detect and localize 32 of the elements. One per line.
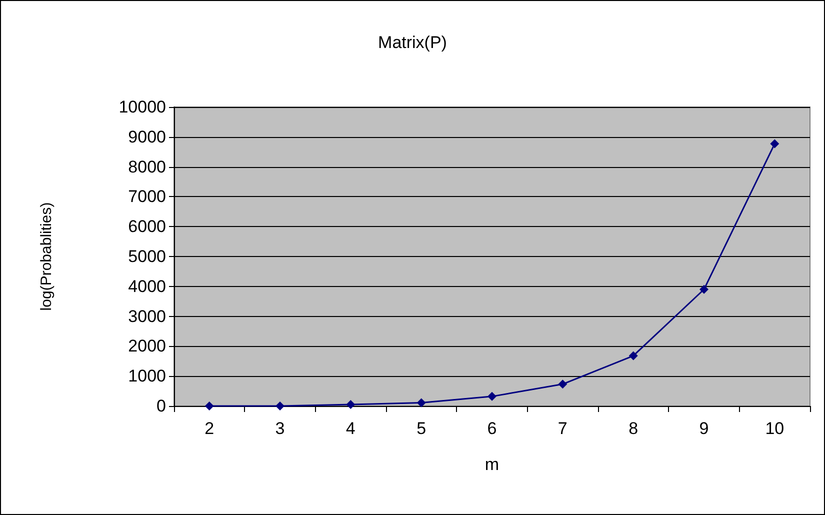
point	[416, 398, 426, 408]
x-tick-label: 3	[275, 419, 285, 438]
y-tick-label: 1000	[128, 366, 166, 386]
chart-title: Matrix(P)	[378, 33, 447, 52]
x-tick-label: 6	[487, 419, 497, 438]
x-tick-label: 2	[204, 419, 214, 438]
y-tick-label: 0	[156, 396, 166, 416]
y-tick-label: 7000	[128, 187, 166, 206]
point	[628, 351, 638, 360]
point	[276, 402, 284, 410]
y-tick-label: 10000	[118, 98, 166, 116]
x-axis-title: m	[484, 455, 500, 474]
x-tick-label: 10	[765, 419, 784, 438]
y-tick-label: 5000	[128, 247, 166, 266]
y-tick-label: 6000	[128, 217, 166, 236]
point	[700, 284, 708, 294]
point	[204, 402, 214, 410]
x-tick-label: 4	[346, 419, 356, 438]
y-tick-label: 4000	[128, 276, 166, 296]
x-tick-label: 7	[558, 419, 568, 438]
y-tick-label: 8000	[128, 157, 166, 176]
x-tick-label: 9	[699, 419, 709, 438]
point	[558, 380, 568, 389]
point	[488, 392, 496, 401]
x-tick-label: 5	[416, 419, 426, 438]
y-axis-title: log(Probablities)	[38, 202, 55, 311]
y-tick-label: 3000	[128, 306, 166, 326]
point	[346, 400, 356, 410]
y-tick-label: 9000	[128, 127, 166, 146]
y-tick-label: 2000	[128, 336, 166, 356]
point	[770, 139, 780, 148]
x-tick-label: 8	[628, 419, 638, 438]
